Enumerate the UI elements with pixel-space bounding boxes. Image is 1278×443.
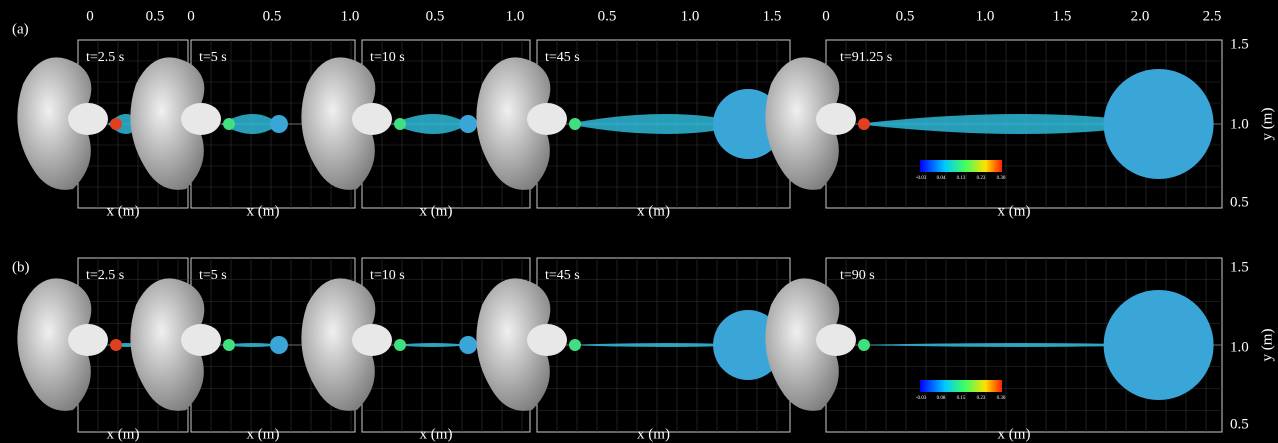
plume-source bbox=[110, 339, 122, 351]
time-label: t=91.25 s bbox=[840, 50, 892, 65]
colorbar-label: -0.03 bbox=[916, 396, 927, 401]
plume-source bbox=[569, 118, 581, 130]
time-label: t=5 s bbox=[199, 268, 227, 283]
panel: t=45 s bbox=[476, 258, 790, 432]
y-tick-label: 0.5 bbox=[1230, 416, 1249, 432]
colorbar-label: -0.03 bbox=[916, 176, 927, 181]
plume-head bbox=[270, 336, 288, 354]
time-label: t=10 s bbox=[370, 50, 405, 65]
x-axis-label: x (m) bbox=[247, 426, 280, 442]
colorbar bbox=[920, 380, 1002, 392]
x-axis-label: x (m) bbox=[247, 203, 280, 219]
time-label: t=2.5 s bbox=[86, 268, 124, 283]
plume-head bbox=[459, 336, 477, 354]
y-tick-label: 0.5 bbox=[1230, 194, 1249, 210]
x-tick-label: 0.5 bbox=[263, 8, 282, 24]
mannequin-head bbox=[527, 324, 567, 356]
mannequin-head bbox=[68, 324, 108, 356]
x-tick-label: 0 bbox=[86, 8, 94, 24]
x-tick-label: 1.5 bbox=[1053, 8, 1072, 24]
plume-source bbox=[223, 118, 235, 130]
mannequin-head bbox=[352, 103, 392, 135]
panel: t=45 s bbox=[476, 40, 790, 208]
time-label: t=45 s bbox=[545, 50, 580, 65]
x-tick-label: 0 bbox=[822, 8, 830, 24]
y-tick-label: 1.0 bbox=[1230, 339, 1249, 355]
mannequin-head bbox=[68, 103, 108, 135]
plume-source bbox=[394, 118, 406, 130]
plume-source bbox=[569, 339, 581, 351]
y-tick-label: 1.5 bbox=[1230, 36, 1249, 52]
plume-head bbox=[1104, 69, 1214, 179]
colorbar-label: 0.04 bbox=[937, 176, 946, 181]
y-tick-label: 1.5 bbox=[1230, 259, 1249, 275]
y-axis-label: y (m) bbox=[1259, 329, 1275, 362]
x-axis-label: x (m) bbox=[420, 426, 453, 442]
plume-source bbox=[110, 118, 122, 130]
panel: t=90 s bbox=[765, 258, 1222, 432]
mannequin-head bbox=[181, 103, 221, 135]
x-tick-label: 0.5 bbox=[426, 8, 445, 24]
x-tick-label: 0.5 bbox=[896, 8, 915, 24]
plume-source bbox=[858, 118, 870, 130]
x-tick-label: 1.5 bbox=[763, 8, 782, 24]
time-label: t=5 s bbox=[199, 50, 227, 65]
colorbar-label: 0.13 bbox=[957, 176, 966, 181]
x-tick-label: 1.0 bbox=[976, 8, 995, 24]
x-tick-label: 1.0 bbox=[506, 8, 525, 24]
colorbar-label: 0.30 bbox=[997, 176, 1006, 181]
colorbar-label: 0.08 bbox=[937, 396, 946, 401]
x-tick-label: 2.5 bbox=[1203, 8, 1222, 24]
x-axis-label: x (m) bbox=[107, 203, 140, 219]
colorbar-label: 0.23 bbox=[977, 396, 986, 401]
mannequin-head bbox=[352, 324, 392, 356]
colorbar bbox=[920, 160, 1002, 172]
x-tick-label: 0.5 bbox=[146, 8, 165, 24]
x-tick-label: 1.0 bbox=[341, 8, 360, 24]
colorbar-label: 0.30 bbox=[997, 396, 1006, 401]
plume-head bbox=[1104, 290, 1214, 400]
x-tick-label: 1.0 bbox=[681, 8, 700, 24]
x-axis-label: x (m) bbox=[998, 203, 1031, 219]
mannequin-head bbox=[816, 324, 856, 356]
y-axis-label: y (m) bbox=[1259, 108, 1275, 141]
colorbar-label: 0.23 bbox=[977, 176, 986, 181]
mannequin-head bbox=[816, 103, 856, 135]
time-label: t=10 s bbox=[370, 268, 405, 283]
x-axis-label: x (m) bbox=[420, 203, 453, 219]
y-tick-label: 1.0 bbox=[1230, 116, 1249, 132]
x-tick-label: 0 bbox=[187, 8, 195, 24]
time-label: t=2.5 s bbox=[86, 50, 124, 65]
time-label: t=90 s bbox=[840, 268, 875, 283]
x-tick-label: 0.5 bbox=[598, 8, 617, 24]
colorbar-label: 0.15 bbox=[957, 396, 966, 401]
plume-head bbox=[270, 115, 288, 133]
plume-source bbox=[858, 339, 870, 351]
time-label: t=45 s bbox=[545, 268, 580, 283]
plume-head bbox=[459, 115, 477, 133]
row-label: (a) bbox=[12, 21, 29, 37]
plume-source bbox=[223, 339, 235, 351]
x-axis-label: x (m) bbox=[998, 426, 1031, 442]
x-axis-label: x (m) bbox=[637, 426, 670, 442]
panel: t=91.25 s bbox=[765, 40, 1222, 208]
mannequin-head bbox=[527, 103, 567, 135]
x-tick-label: 2.0 bbox=[1131, 8, 1150, 24]
row-label: (b) bbox=[12, 259, 30, 275]
x-axis-label: x (m) bbox=[107, 426, 140, 442]
mannequin-head bbox=[181, 324, 221, 356]
figure: (a) t=2.5 s x (m) t=5 s x (m) t=10 s x (m) t=45… bbox=[0, 0, 1278, 443]
x-axis-label: x (m) bbox=[637, 203, 670, 219]
plume-source bbox=[394, 339, 406, 351]
